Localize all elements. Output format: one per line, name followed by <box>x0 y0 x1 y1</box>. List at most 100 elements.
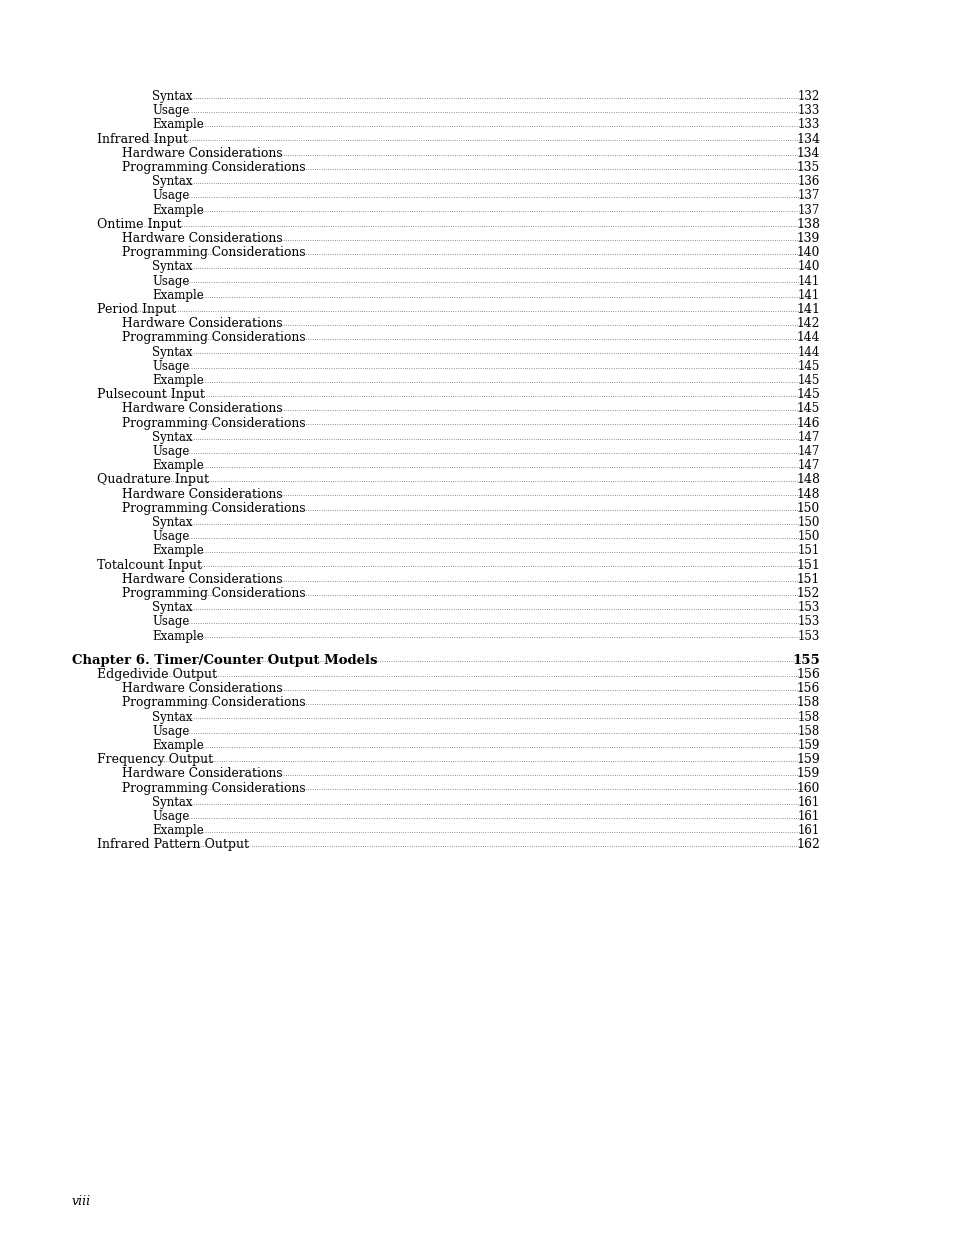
Text: Totalcount Input: Totalcount Input <box>97 558 202 572</box>
Text: Edgedivide Output: Edgedivide Output <box>97 668 216 680</box>
Text: viii: viii <box>71 1195 91 1208</box>
Text: 153: 153 <box>797 630 820 642</box>
Text: 146: 146 <box>796 416 820 430</box>
Text: Programming Considerations: Programming Considerations <box>122 587 305 600</box>
Text: Quadrature Input: Quadrature Input <box>97 473 209 487</box>
Text: 148: 148 <box>796 488 820 500</box>
Text: Programming Considerations: Programming Considerations <box>122 331 305 345</box>
Text: 144: 144 <box>797 346 820 358</box>
Text: 134: 134 <box>795 132 820 146</box>
Text: Hardware Considerations: Hardware Considerations <box>122 488 282 500</box>
Text: Syntax: Syntax <box>152 346 193 358</box>
Text: 136: 136 <box>797 175 820 188</box>
Text: 147: 147 <box>797 459 820 472</box>
Text: Syntax: Syntax <box>152 795 193 809</box>
Text: 132: 132 <box>797 90 820 103</box>
Text: 159: 159 <box>797 739 820 752</box>
Text: 151: 151 <box>796 558 820 572</box>
Text: 145: 145 <box>797 374 820 387</box>
Text: Syntax: Syntax <box>152 175 193 188</box>
Text: 140: 140 <box>797 261 820 273</box>
Text: Syntax: Syntax <box>152 601 193 614</box>
Text: 145: 145 <box>797 359 820 373</box>
Text: 141: 141 <box>795 303 820 316</box>
Text: 138: 138 <box>795 217 820 231</box>
Text: 161: 161 <box>797 824 820 837</box>
Text: 161: 161 <box>797 795 820 809</box>
Text: Programming Considerations: Programming Considerations <box>122 246 305 259</box>
Text: Pulsecount Input: Pulsecount Input <box>97 388 205 401</box>
Text: Hardware Considerations: Hardware Considerations <box>122 767 282 781</box>
Text: Example: Example <box>152 289 204 301</box>
Text: 161: 161 <box>797 810 820 823</box>
Text: Infrared Pattern Output: Infrared Pattern Output <box>97 839 249 851</box>
Text: Syntax: Syntax <box>152 90 193 103</box>
Text: 152: 152 <box>796 587 820 600</box>
Text: Hardware Considerations: Hardware Considerations <box>122 403 282 415</box>
Text: Example: Example <box>152 119 204 131</box>
Text: Programming Considerations: Programming Considerations <box>122 697 305 709</box>
Text: 135: 135 <box>796 161 820 174</box>
Text: Example: Example <box>152 739 204 752</box>
Text: 140: 140 <box>796 246 820 259</box>
Text: 159: 159 <box>796 753 820 766</box>
Text: Usage: Usage <box>152 189 190 203</box>
Text: 156: 156 <box>796 668 820 680</box>
Text: 150: 150 <box>797 516 820 529</box>
Text: Period Input: Period Input <box>97 303 176 316</box>
Text: 156: 156 <box>796 682 820 695</box>
Text: 141: 141 <box>797 289 820 301</box>
Text: Usage: Usage <box>152 104 190 117</box>
Text: Programming Considerations: Programming Considerations <box>122 782 305 794</box>
Text: 150: 150 <box>797 530 820 543</box>
Text: 133: 133 <box>797 104 820 117</box>
Text: 147: 147 <box>797 445 820 458</box>
Text: Syntax: Syntax <box>152 431 193 443</box>
Text: Example: Example <box>152 824 204 837</box>
Text: 147: 147 <box>797 431 820 443</box>
Text: Hardware Considerations: Hardware Considerations <box>122 147 282 159</box>
Text: 145: 145 <box>796 388 820 401</box>
Text: 158: 158 <box>796 697 820 709</box>
Text: Usage: Usage <box>152 810 190 823</box>
Text: Hardware Considerations: Hardware Considerations <box>122 682 282 695</box>
Text: 158: 158 <box>797 725 820 737</box>
Text: Hardware Considerations: Hardware Considerations <box>122 317 282 330</box>
Text: 133: 133 <box>797 119 820 131</box>
Text: 145: 145 <box>796 403 820 415</box>
Text: 159: 159 <box>796 767 820 781</box>
Text: 151: 151 <box>797 545 820 557</box>
Text: 162: 162 <box>796 839 820 851</box>
Text: Usage: Usage <box>152 725 190 737</box>
Text: Usage: Usage <box>152 615 190 629</box>
Text: 158: 158 <box>797 710 820 724</box>
Text: 142: 142 <box>796 317 820 330</box>
Text: 134: 134 <box>796 147 820 159</box>
Text: Example: Example <box>152 630 204 642</box>
Text: 151: 151 <box>796 573 820 585</box>
Text: Usage: Usage <box>152 445 190 458</box>
Text: 150: 150 <box>796 501 820 515</box>
Text: Chapter 6. Timer/Counter Output Models: Chapter 6. Timer/Counter Output Models <box>71 653 377 667</box>
Text: Usage: Usage <box>152 530 190 543</box>
Text: Usage: Usage <box>152 359 190 373</box>
Text: Syntax: Syntax <box>152 710 193 724</box>
Text: 155: 155 <box>791 653 820 667</box>
Text: Example: Example <box>152 459 204 472</box>
Text: Example: Example <box>152 204 204 216</box>
Text: 160: 160 <box>796 782 820 794</box>
Text: 144: 144 <box>796 331 820 345</box>
Text: 153: 153 <box>797 601 820 614</box>
Text: Programming Considerations: Programming Considerations <box>122 161 305 174</box>
Text: Ontime Input: Ontime Input <box>97 217 181 231</box>
Text: 137: 137 <box>797 189 820 203</box>
Text: 148: 148 <box>795 473 820 487</box>
Text: Programming Considerations: Programming Considerations <box>122 501 305 515</box>
Text: Syntax: Syntax <box>152 261 193 273</box>
Text: Infrared Input: Infrared Input <box>97 132 188 146</box>
Text: Syntax: Syntax <box>152 516 193 529</box>
Text: Example: Example <box>152 545 204 557</box>
Text: 153: 153 <box>797 615 820 629</box>
Text: Programming Considerations: Programming Considerations <box>122 416 305 430</box>
Text: 137: 137 <box>797 204 820 216</box>
